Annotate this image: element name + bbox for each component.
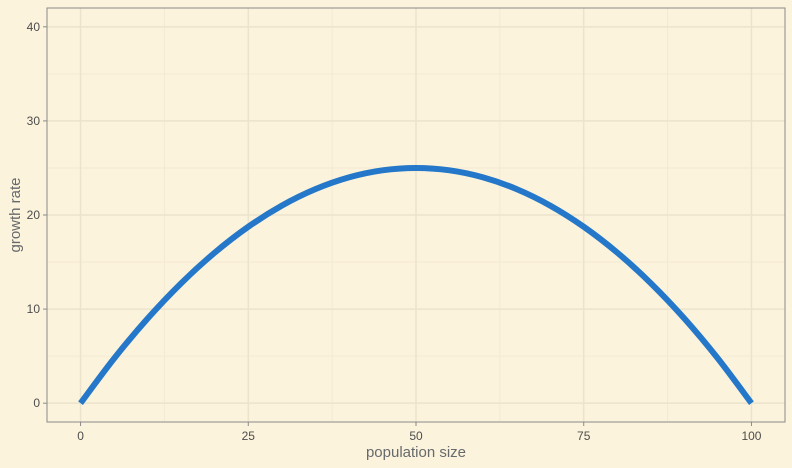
x-tick-label: 0 bbox=[77, 429, 84, 443]
x-axis-ticks: 0 25 50 75 100 bbox=[77, 422, 762, 443]
y-tick-label: 0 bbox=[33, 396, 40, 410]
y-tick-label: 10 bbox=[27, 302, 41, 316]
x-tick-label: 50 bbox=[409, 429, 423, 443]
x-tick-label: 75 bbox=[577, 429, 591, 443]
x-axis-title: population size bbox=[366, 444, 466, 461]
y-tick-label: 20 bbox=[27, 208, 41, 222]
y-tick-label: 40 bbox=[27, 20, 41, 34]
y-tick-label: 30 bbox=[27, 114, 41, 128]
series-layer bbox=[78, 164, 754, 405]
series-line bbox=[78, 164, 754, 405]
y-axis-title: growth rate bbox=[7, 177, 24, 252]
y-axis-ticks: 0 10 20 30 40 bbox=[27, 20, 47, 410]
x-tick-label: 25 bbox=[242, 429, 256, 443]
major-gridlines bbox=[47, 8, 785, 422]
x-tick-label: 100 bbox=[741, 429, 761, 443]
